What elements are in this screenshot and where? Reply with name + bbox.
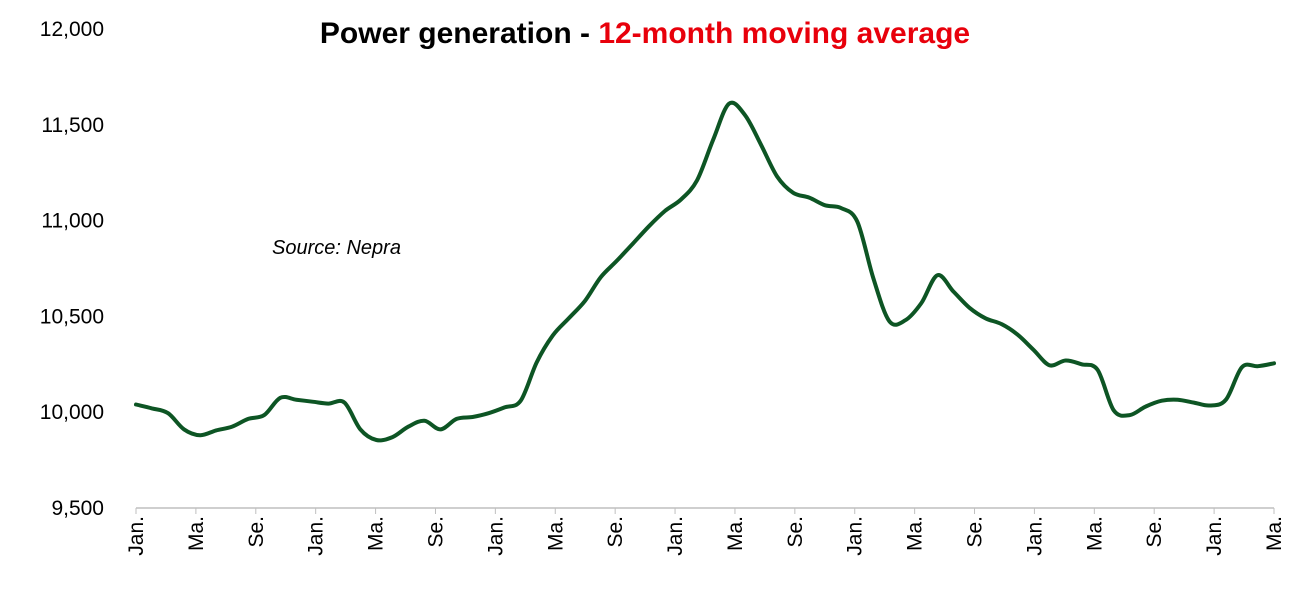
x-tick-label: Ma. [904, 516, 927, 551]
x-tick-label: Ma. [544, 516, 567, 551]
x-tick-label: Jan. [1023, 516, 1046, 556]
x-tick-label: Ma. [1083, 516, 1106, 551]
x-tick-label: Jan. [664, 516, 687, 556]
y-tick-label: 9,500 [51, 497, 104, 520]
y-tick-label: 12,000 [40, 18, 104, 41]
x-axis: Jan. Ma. Se. Jan. Ma. Se. Jan. Ma. Se. Jan. Ma. Se.… [125, 507, 1286, 556]
chart-title-accent: 12-month moving average [598, 17, 970, 50]
chart-title-main: Power generation - [320, 17, 598, 50]
x-tick-label: Ma. [1263, 516, 1286, 551]
x-tick-label: Se. [1143, 516, 1166, 548]
y-tick-label: 11,500 [41, 114, 104, 137]
y-axis: 9,500 10,000 10,500 11,000 11,500 12,000 [40, 18, 104, 520]
x-tick-label: Jan. [305, 516, 328, 556]
chart-title: Power generation - 12-month moving avera… [320, 17, 970, 50]
x-tick-label: Jan. [125, 516, 148, 556]
x-tick-label: Se. [245, 516, 268, 548]
x-tick-label: Se. [964, 516, 987, 548]
y-tick-label: 10,000 [40, 401, 104, 424]
x-tick-label: Se. [424, 516, 447, 548]
x-tick-label: Jan. [844, 516, 867, 556]
x-tick-label: Se. [784, 516, 807, 548]
x-tick-label: Ma. [724, 516, 747, 551]
y-tick-label: 11,000 [41, 210, 104, 233]
plot-area [134, 100, 1276, 443]
x-tick-label: Ma. [185, 516, 208, 551]
x-tick-label: Se. [604, 516, 627, 548]
x-tick-label: Jan. [1203, 516, 1226, 556]
x-tick-label: Ma. [365, 516, 388, 551]
source-annotation: Source: Nepra [272, 237, 401, 259]
y-tick-label: 10,500 [40, 305, 104, 328]
x-tick-label: Jan. [484, 516, 507, 556]
series-line [134, 100, 1276, 443]
